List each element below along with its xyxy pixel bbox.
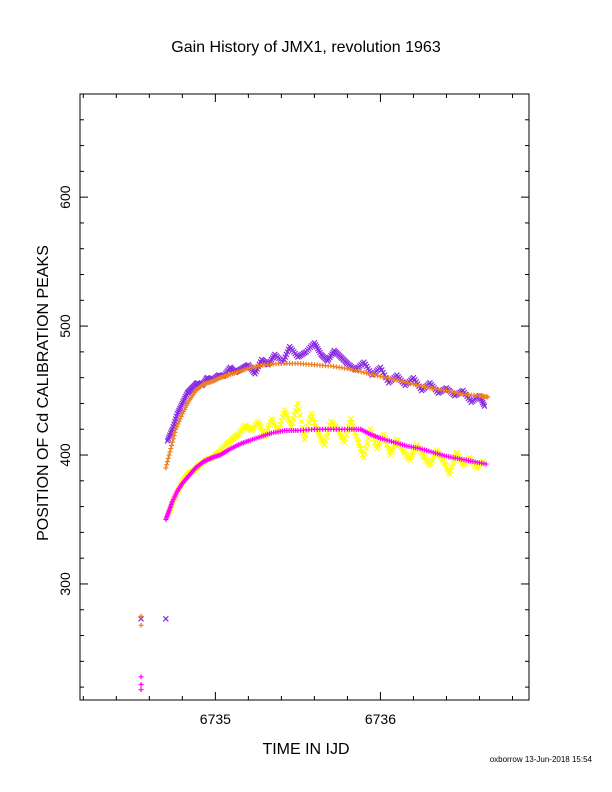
outlier-point (138, 622, 144, 628)
data-point (481, 403, 488, 409)
outlier-point (138, 674, 144, 680)
data-point (421, 384, 427, 390)
data-point (172, 429, 178, 435)
data-point (454, 390, 460, 396)
data-point (405, 380, 411, 386)
x-axis-label: TIME IN IJD (262, 741, 349, 758)
data-point (386, 375, 392, 381)
data-point (297, 412, 304, 419)
data-point (175, 421, 181, 427)
data-point (361, 454, 367, 461)
data-point (170, 436, 176, 442)
series-2 (138, 360, 491, 628)
x-tick-label: 6736 (365, 711, 396, 727)
series-layer (138, 339, 491, 693)
data-point (164, 462, 170, 468)
y-axis-label: POSITION OF Cd CALIBRATION PEAKS (35, 245, 52, 541)
data-point (294, 400, 301, 407)
x-tick-label: 6735 (200, 711, 231, 727)
data-point (163, 465, 169, 471)
data-point (166, 452, 172, 458)
data-point (399, 379, 405, 385)
data-point (353, 368, 359, 374)
data-point (408, 380, 414, 386)
data-point (483, 461, 489, 467)
data-point (394, 377, 400, 383)
data-point (366, 371, 372, 377)
plot-frame (79, 93, 530, 701)
data-point (296, 406, 302, 413)
outlier-point (138, 615, 145, 622)
data-point (375, 373, 381, 379)
data-point (452, 389, 458, 395)
data-point (364, 440, 371, 447)
data-point (410, 381, 416, 387)
data-point (350, 367, 356, 373)
data-point (167, 449, 173, 455)
data-point (348, 419, 355, 426)
y-tick-label: 600 (57, 185, 73, 209)
data-point (424, 384, 430, 390)
data-point (353, 433, 360, 440)
data-point (391, 377, 397, 383)
axis-ticks: 6735 6736 300 400 500 600 (57, 94, 529, 727)
data-point (355, 368, 361, 374)
data-point (301, 436, 308, 443)
data-point (344, 366, 350, 372)
data-point (413, 382, 419, 388)
y-tick-label: 400 (57, 443, 73, 467)
data-point (169, 442, 175, 448)
data-point (369, 371, 375, 377)
data-point (383, 375, 389, 381)
data-point (363, 445, 370, 452)
data-point (377, 373, 383, 379)
data-point (365, 435, 372, 442)
data-point (416, 382, 422, 388)
data-point (419, 383, 425, 389)
data-point (397, 378, 403, 384)
data-point (176, 418, 182, 424)
data-point (305, 419, 312, 426)
series-4 (138, 426, 489, 693)
data-point (446, 388, 452, 394)
outlier-point (138, 613, 144, 619)
outlier-point (138, 687, 144, 693)
data-point (169, 439, 175, 445)
data-point (380, 374, 386, 380)
data-point (485, 394, 491, 400)
outlier-point (162, 615, 169, 622)
chart-title: Gain History of JMX1, revolution 1963 (171, 39, 441, 56)
footer-credit: oxborrow 13-Jun-2018 15:54 (489, 755, 592, 764)
data-point (302, 432, 309, 439)
data-point (164, 458, 170, 464)
data-point (380, 431, 387, 438)
data-point (347, 366, 353, 372)
y-tick-label: 300 (57, 572, 73, 596)
data-point (443, 388, 449, 394)
data-point (402, 379, 408, 385)
data-point (388, 376, 394, 382)
y-tick-label: 500 (57, 314, 73, 338)
data-point (173, 426, 179, 432)
data-point (174, 424, 180, 430)
data-point (171, 433, 177, 439)
data-point (367, 426, 374, 433)
data-point (347, 415, 354, 422)
data-point (177, 416, 183, 422)
data-point (372, 372, 378, 378)
data-point (457, 391, 463, 397)
data-point (364, 370, 370, 376)
data-point (449, 389, 455, 395)
data-point (165, 455, 171, 461)
data-point (358, 369, 364, 375)
series-1 (138, 339, 488, 622)
data-point (361, 370, 367, 376)
data-point (178, 413, 184, 419)
data-point (385, 445, 392, 452)
data-point (168, 446, 174, 452)
data-point (362, 449, 368, 456)
outlier-point (138, 682, 144, 688)
data-point (298, 418, 305, 425)
